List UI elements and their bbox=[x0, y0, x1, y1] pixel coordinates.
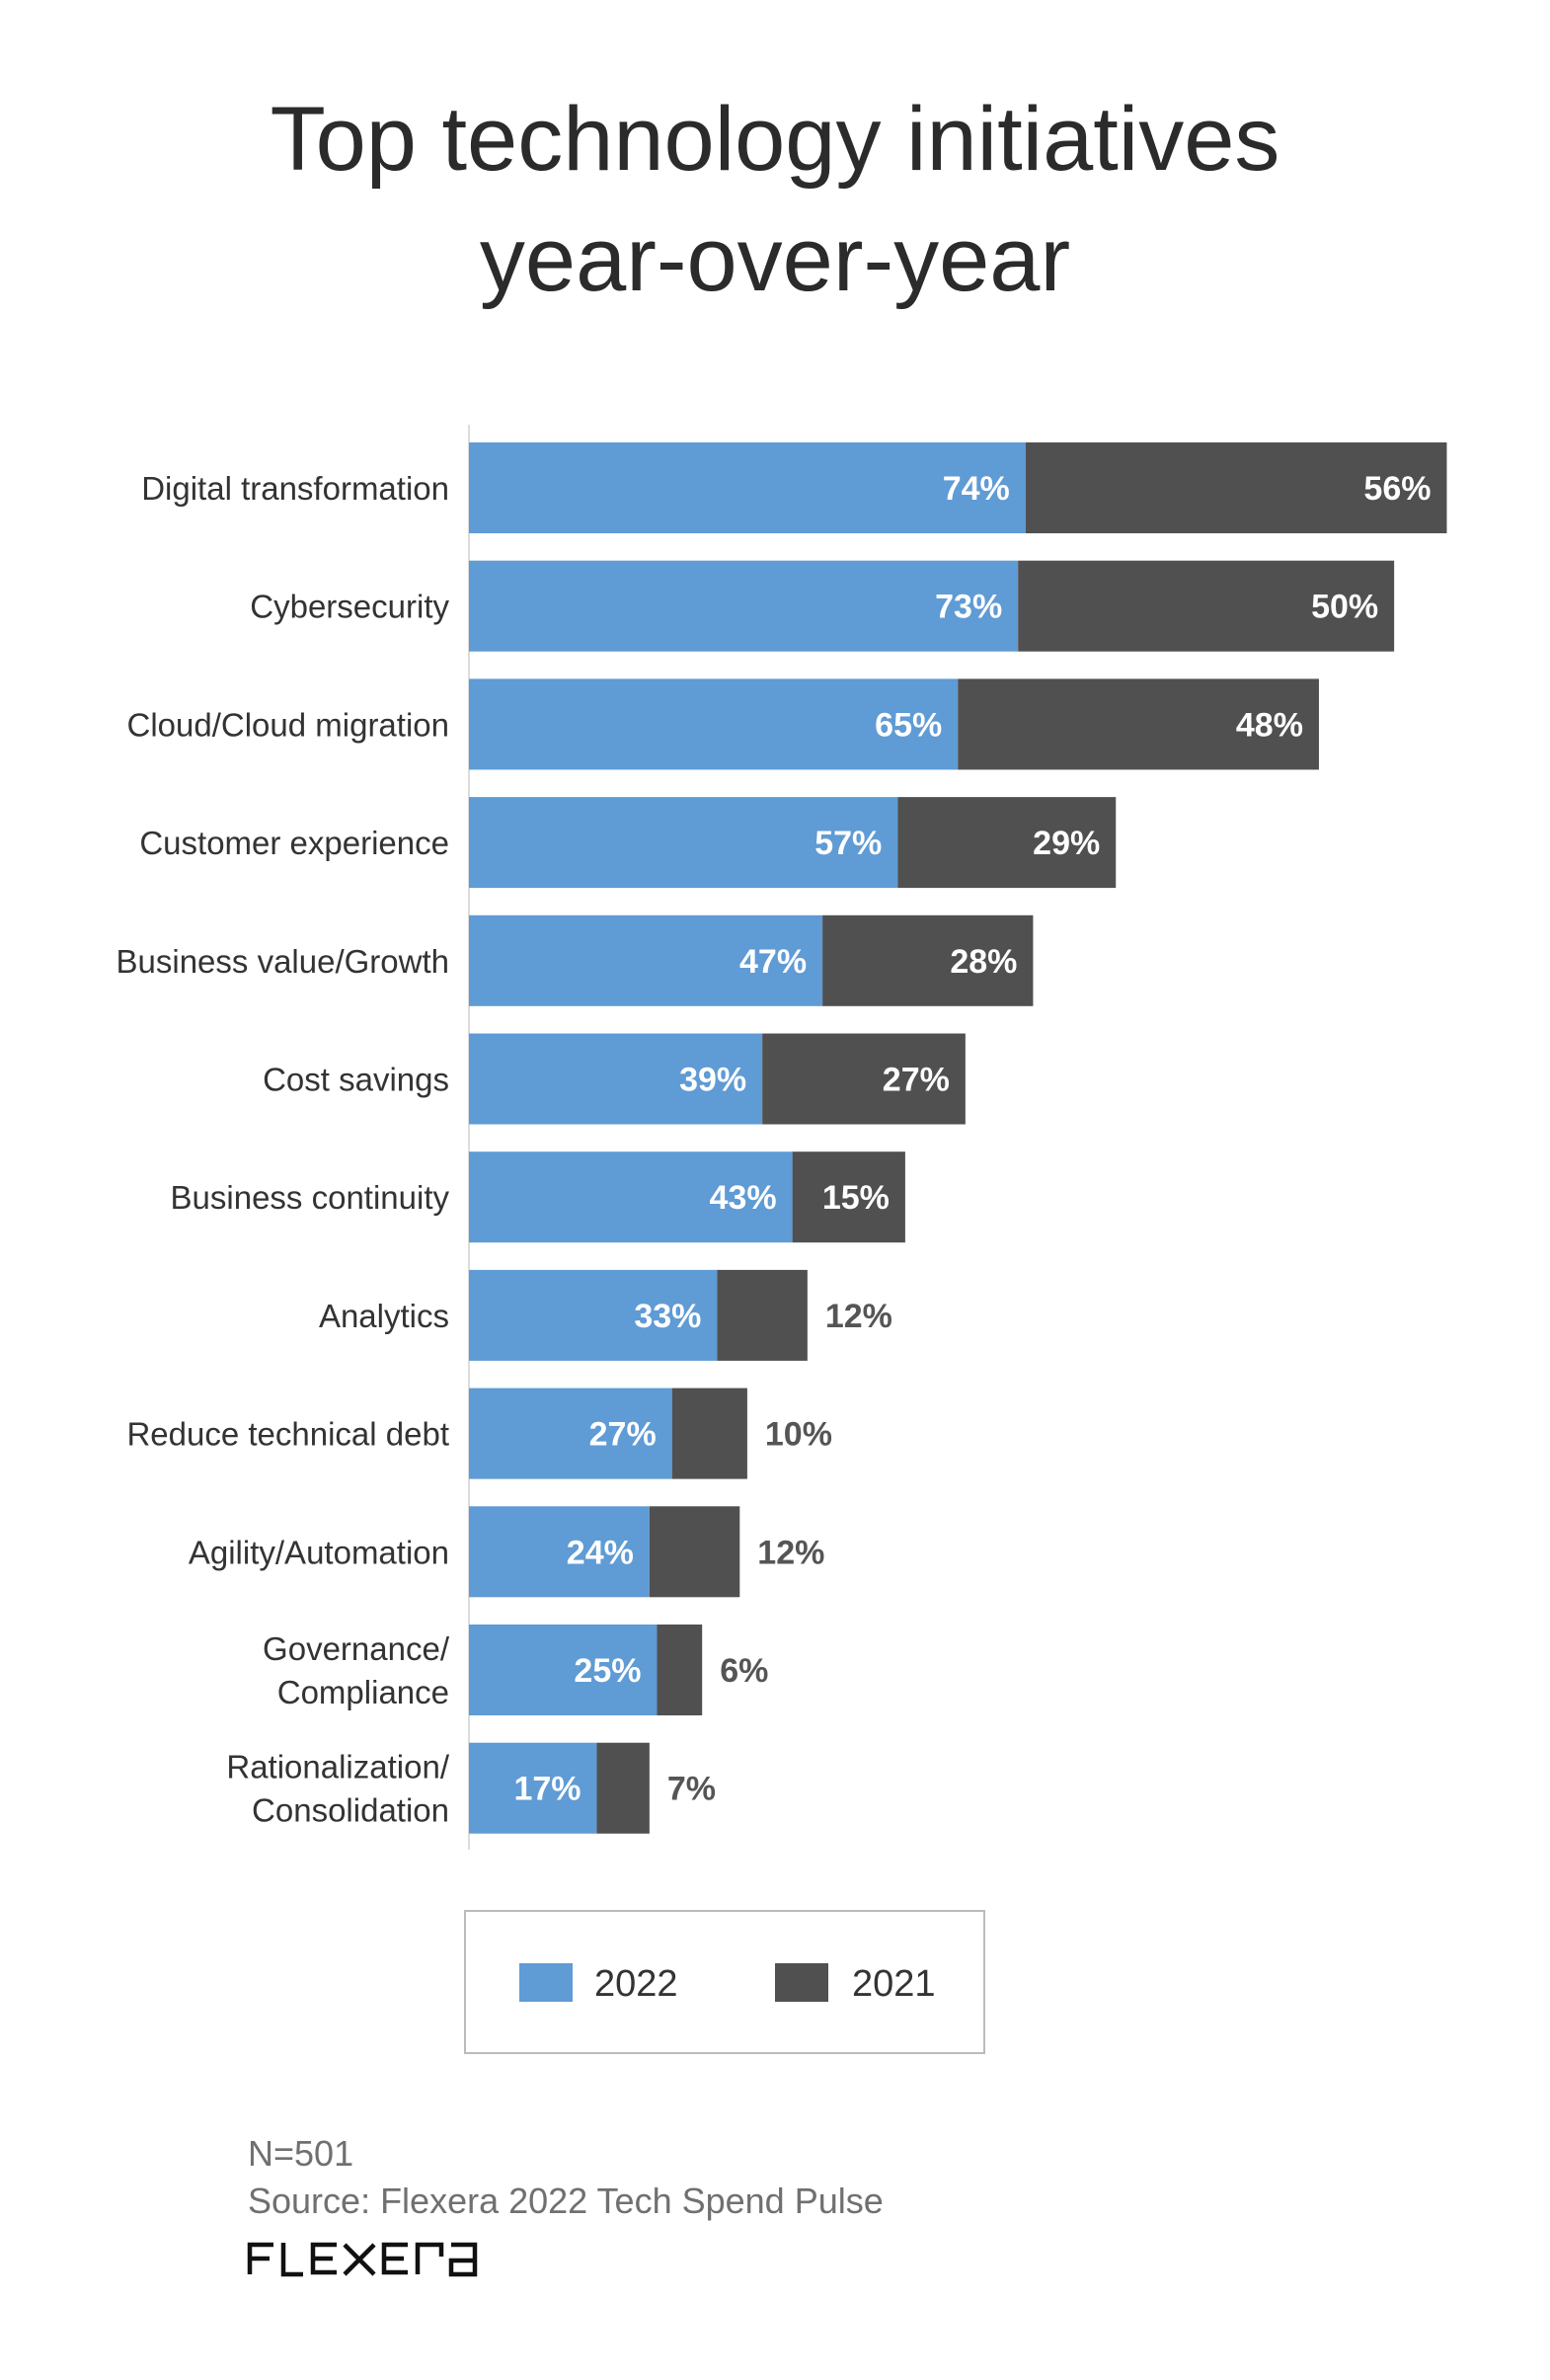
legend-label-2022: 2022 bbox=[594, 1963, 678, 2005]
bar-2022 bbox=[469, 1742, 597, 1834]
bar-2021 bbox=[792, 1151, 905, 1243]
flexera-logo bbox=[247, 2242, 478, 2277]
category-label: Cost savings bbox=[263, 1062, 449, 1098]
category-label: Cloud/Cloud migration bbox=[126, 706, 449, 743]
chart-title-line: year-over-year bbox=[480, 209, 1070, 310]
bar-2021 bbox=[671, 1388, 747, 1479]
data-label-2022: 47% bbox=[739, 943, 807, 981]
data-label-2021: 28% bbox=[950, 943, 1017, 981]
bar-2021 bbox=[958, 678, 1319, 770]
data-label-2021: 27% bbox=[883, 1062, 950, 1099]
bar-2022 bbox=[469, 442, 1026, 533]
bar-2022 bbox=[469, 797, 898, 889]
bar-2022 bbox=[469, 678, 959, 770]
bar-2022 bbox=[469, 914, 823, 1006]
category-label: Agility/Automation bbox=[189, 1534, 449, 1570]
data-label-2022: 57% bbox=[814, 825, 882, 862]
data-label-2022: 25% bbox=[574, 1652, 641, 1690]
data-label-2021: 12% bbox=[757, 1534, 824, 1571]
legend-swatch-2022 bbox=[519, 1963, 573, 2002]
data-label-2021: 15% bbox=[822, 1179, 890, 1217]
data-label-2022: 27% bbox=[589, 1416, 657, 1454]
data-label-2022: 74% bbox=[943, 470, 1010, 508]
bar-2021 bbox=[822, 914, 1034, 1006]
bar-2022 bbox=[469, 1388, 672, 1479]
data-label-2022: 24% bbox=[567, 1534, 634, 1571]
category-label: Analytics bbox=[319, 1298, 449, 1334]
bar-2022 bbox=[469, 1269, 718, 1361]
legend-label-2021: 2021 bbox=[852, 1963, 936, 2005]
data-label-2022: 43% bbox=[710, 1179, 777, 1217]
bar-2022 bbox=[469, 1506, 650, 1598]
category-label: Business value/Growth bbox=[116, 943, 450, 980]
category-label: Customer experience bbox=[139, 825, 449, 861]
data-label-2021: 6% bbox=[720, 1652, 768, 1690]
data-label-2021: 7% bbox=[667, 1771, 716, 1808]
chart-title-line: Top technology initiatives bbox=[271, 89, 1280, 190]
bar-2021 bbox=[1025, 442, 1447, 533]
category-label: Governance/ bbox=[263, 1630, 450, 1667]
category-label: Reduce technical debt bbox=[126, 1416, 449, 1453]
category-label: Consolidation bbox=[252, 1792, 449, 1829]
data-label-2022: 65% bbox=[875, 706, 942, 744]
bar-2022 bbox=[469, 1033, 763, 1125]
data-label-2021: 50% bbox=[1311, 589, 1378, 626]
data-label-2021: 48% bbox=[1236, 706, 1303, 744]
bar-2021 bbox=[762, 1033, 966, 1125]
bar-2021 bbox=[657, 1625, 703, 1715]
data-label-2021: 10% bbox=[765, 1416, 832, 1454]
data-label-2021: 29% bbox=[1033, 825, 1100, 862]
bar-2021 bbox=[649, 1506, 740, 1598]
legend-swatch-2021 bbox=[775, 1963, 828, 2002]
category-label: Digital transformation bbox=[141, 470, 449, 507]
category-label: Cybersecurity bbox=[250, 589, 449, 625]
data-label-2022: 73% bbox=[935, 589, 1002, 626]
source-note: Source: Flexera 2022 Tech Spend Pulse bbox=[248, 2181, 884, 2221]
bar-2021 bbox=[897, 797, 1117, 889]
data-label-2022: 33% bbox=[634, 1298, 701, 1335]
data-label-2022: 17% bbox=[513, 1771, 581, 1808]
bar-2022 bbox=[469, 1625, 658, 1715]
bar-2021 bbox=[1018, 560, 1395, 652]
category-label: Business continuity bbox=[171, 1179, 450, 1216]
data-label-2021: 12% bbox=[825, 1298, 892, 1335]
sample-size-note: N=501 bbox=[248, 2133, 353, 2174]
category-label: Compliance bbox=[277, 1674, 449, 1710]
data-label-2021: 56% bbox=[1363, 470, 1431, 508]
data-label-2022: 39% bbox=[679, 1062, 746, 1099]
bar-2021 bbox=[596, 1742, 650, 1834]
bar-2022 bbox=[469, 1151, 793, 1243]
bar-2022 bbox=[469, 560, 1019, 652]
bar-2021 bbox=[717, 1269, 808, 1361]
category-label: Rationalization/ bbox=[226, 1749, 449, 1785]
